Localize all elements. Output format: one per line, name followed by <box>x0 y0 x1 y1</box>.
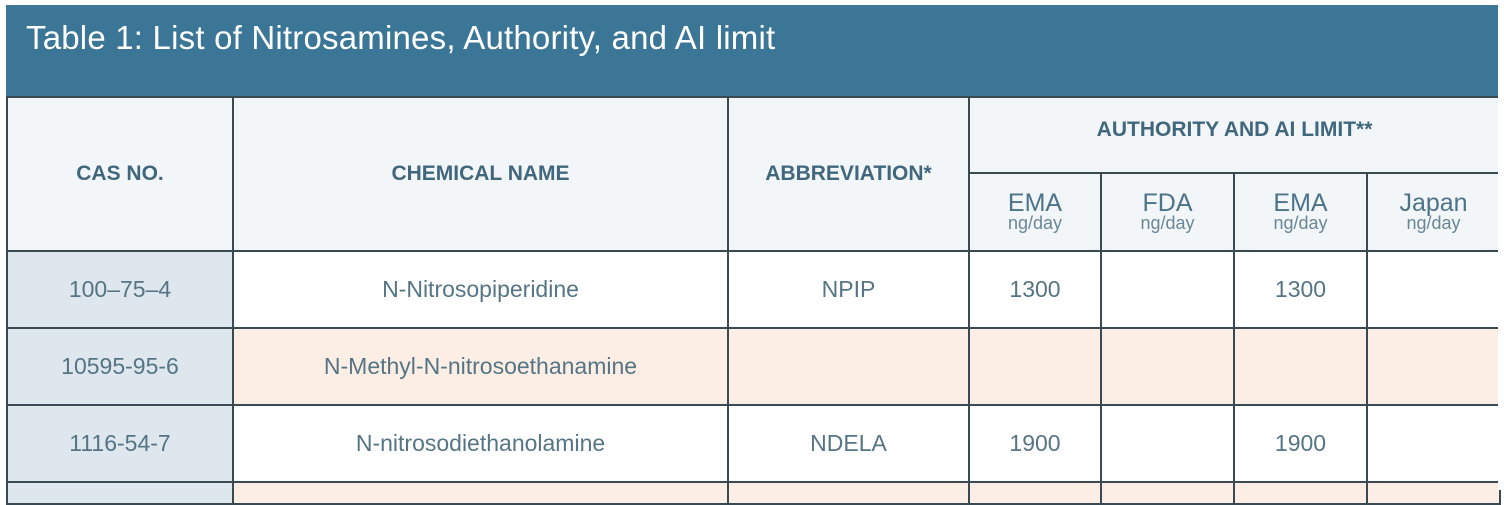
header-authority-ema-2: EMA ng/day <box>1233 172 1368 252</box>
header-authority-ema: EMA ng/day <box>968 172 1102 252</box>
cell-chemical-name: N-nitrosodiethanolamine <box>232 404 729 483</box>
cell-limit-fda <box>1100 404 1235 483</box>
cell-limit-ema: 1300 <box>968 250 1102 329</box>
cell-limit-fda <box>1100 481 1235 505</box>
cell-limit-fda <box>1100 327 1235 406</box>
cell-limit-ema-2: 1300 <box>1233 250 1368 329</box>
header-cas: CAS NO. <box>6 96 234 252</box>
cell-cas: 100–75–4 <box>6 250 234 329</box>
cell-limit-japan <box>1365 481 1502 505</box>
cell-limit-japan <box>1365 327 1502 406</box>
cell-chemical-name <box>232 481 729 505</box>
cell-cas: 1116-54-7 <box>6 404 234 483</box>
header-authority-group: AUTHORITY AND AI LIMIT** <box>967 96 1502 174</box>
table-title: Table 1: List of Nitrosamines, Authority… <box>26 19 776 56</box>
header-authority-japan: Japan ng/day <box>1365 172 1502 252</box>
cell-abbreviation: NPIP <box>727 250 970 329</box>
cell-limit-ema-2: 1900 <box>1233 404 1368 483</box>
cell-chemical-name: N-Nitrosopiperidine <box>232 250 729 329</box>
authority-unit: ng/day <box>1140 213 1195 233</box>
nitrosamines-table: CAS NO. CHEMICAL NAME ABBREVIATION* AUTH… <box>6 96 1502 505</box>
authority-name: EMA <box>1273 189 1328 217</box>
cell-limit-ema-2 <box>1233 327 1368 406</box>
authority-name: FDA <box>1142 189 1193 217</box>
header-chemical-name: CHEMICAL NAME <box>232 96 729 252</box>
cell-limit-japan <box>1365 250 1502 329</box>
page-edge <box>1498 0 1504 490</box>
authority-unit: ng/day <box>1007 213 1063 233</box>
table-row: 1116-54-7 N-nitrosodiethanolamine NDELA … <box>6 404 1502 483</box>
header-abbreviation: ABBREVIATION* <box>727 96 970 252</box>
authority-name: Japan <box>1399 189 1468 217</box>
cell-limit-ema <box>968 327 1102 406</box>
authority-unit: ng/day <box>1406 213 1461 233</box>
cell-abbreviation <box>727 327 970 406</box>
authority-unit: ng/day <box>1273 213 1328 233</box>
cell-chemical-name: N-Methyl-N-nitrosoethanamine <box>232 327 729 406</box>
cell-limit-ema <box>968 481 1102 505</box>
header-authority-fda: FDA ng/day <box>1100 172 1235 252</box>
table-title-bar: Table 1: List of Nitrosamines, Authority… <box>6 5 1498 96</box>
table-row-highlighted: 10595-95-6 N-Methyl-N-nitrosoethanamine <box>6 327 1502 406</box>
cell-limit-japan <box>1365 404 1502 483</box>
cell-limit-ema-2 <box>1233 481 1368 505</box>
cell-cas <box>6 481 234 505</box>
cell-limit-fda <box>1100 250 1235 329</box>
table-row-partial <box>6 481 1502 505</box>
cell-abbreviation: NDELA <box>727 404 970 483</box>
cell-limit-ema: 1900 <box>968 404 1102 483</box>
cell-abbreviation <box>727 481 970 505</box>
table-row: 100–75–4 N-Nitrosopiperidine NPIP 1300 1… <box>6 250 1502 329</box>
cell-cas: 10595-95-6 <box>6 327 234 406</box>
authority-name: EMA <box>1007 189 1063 217</box>
